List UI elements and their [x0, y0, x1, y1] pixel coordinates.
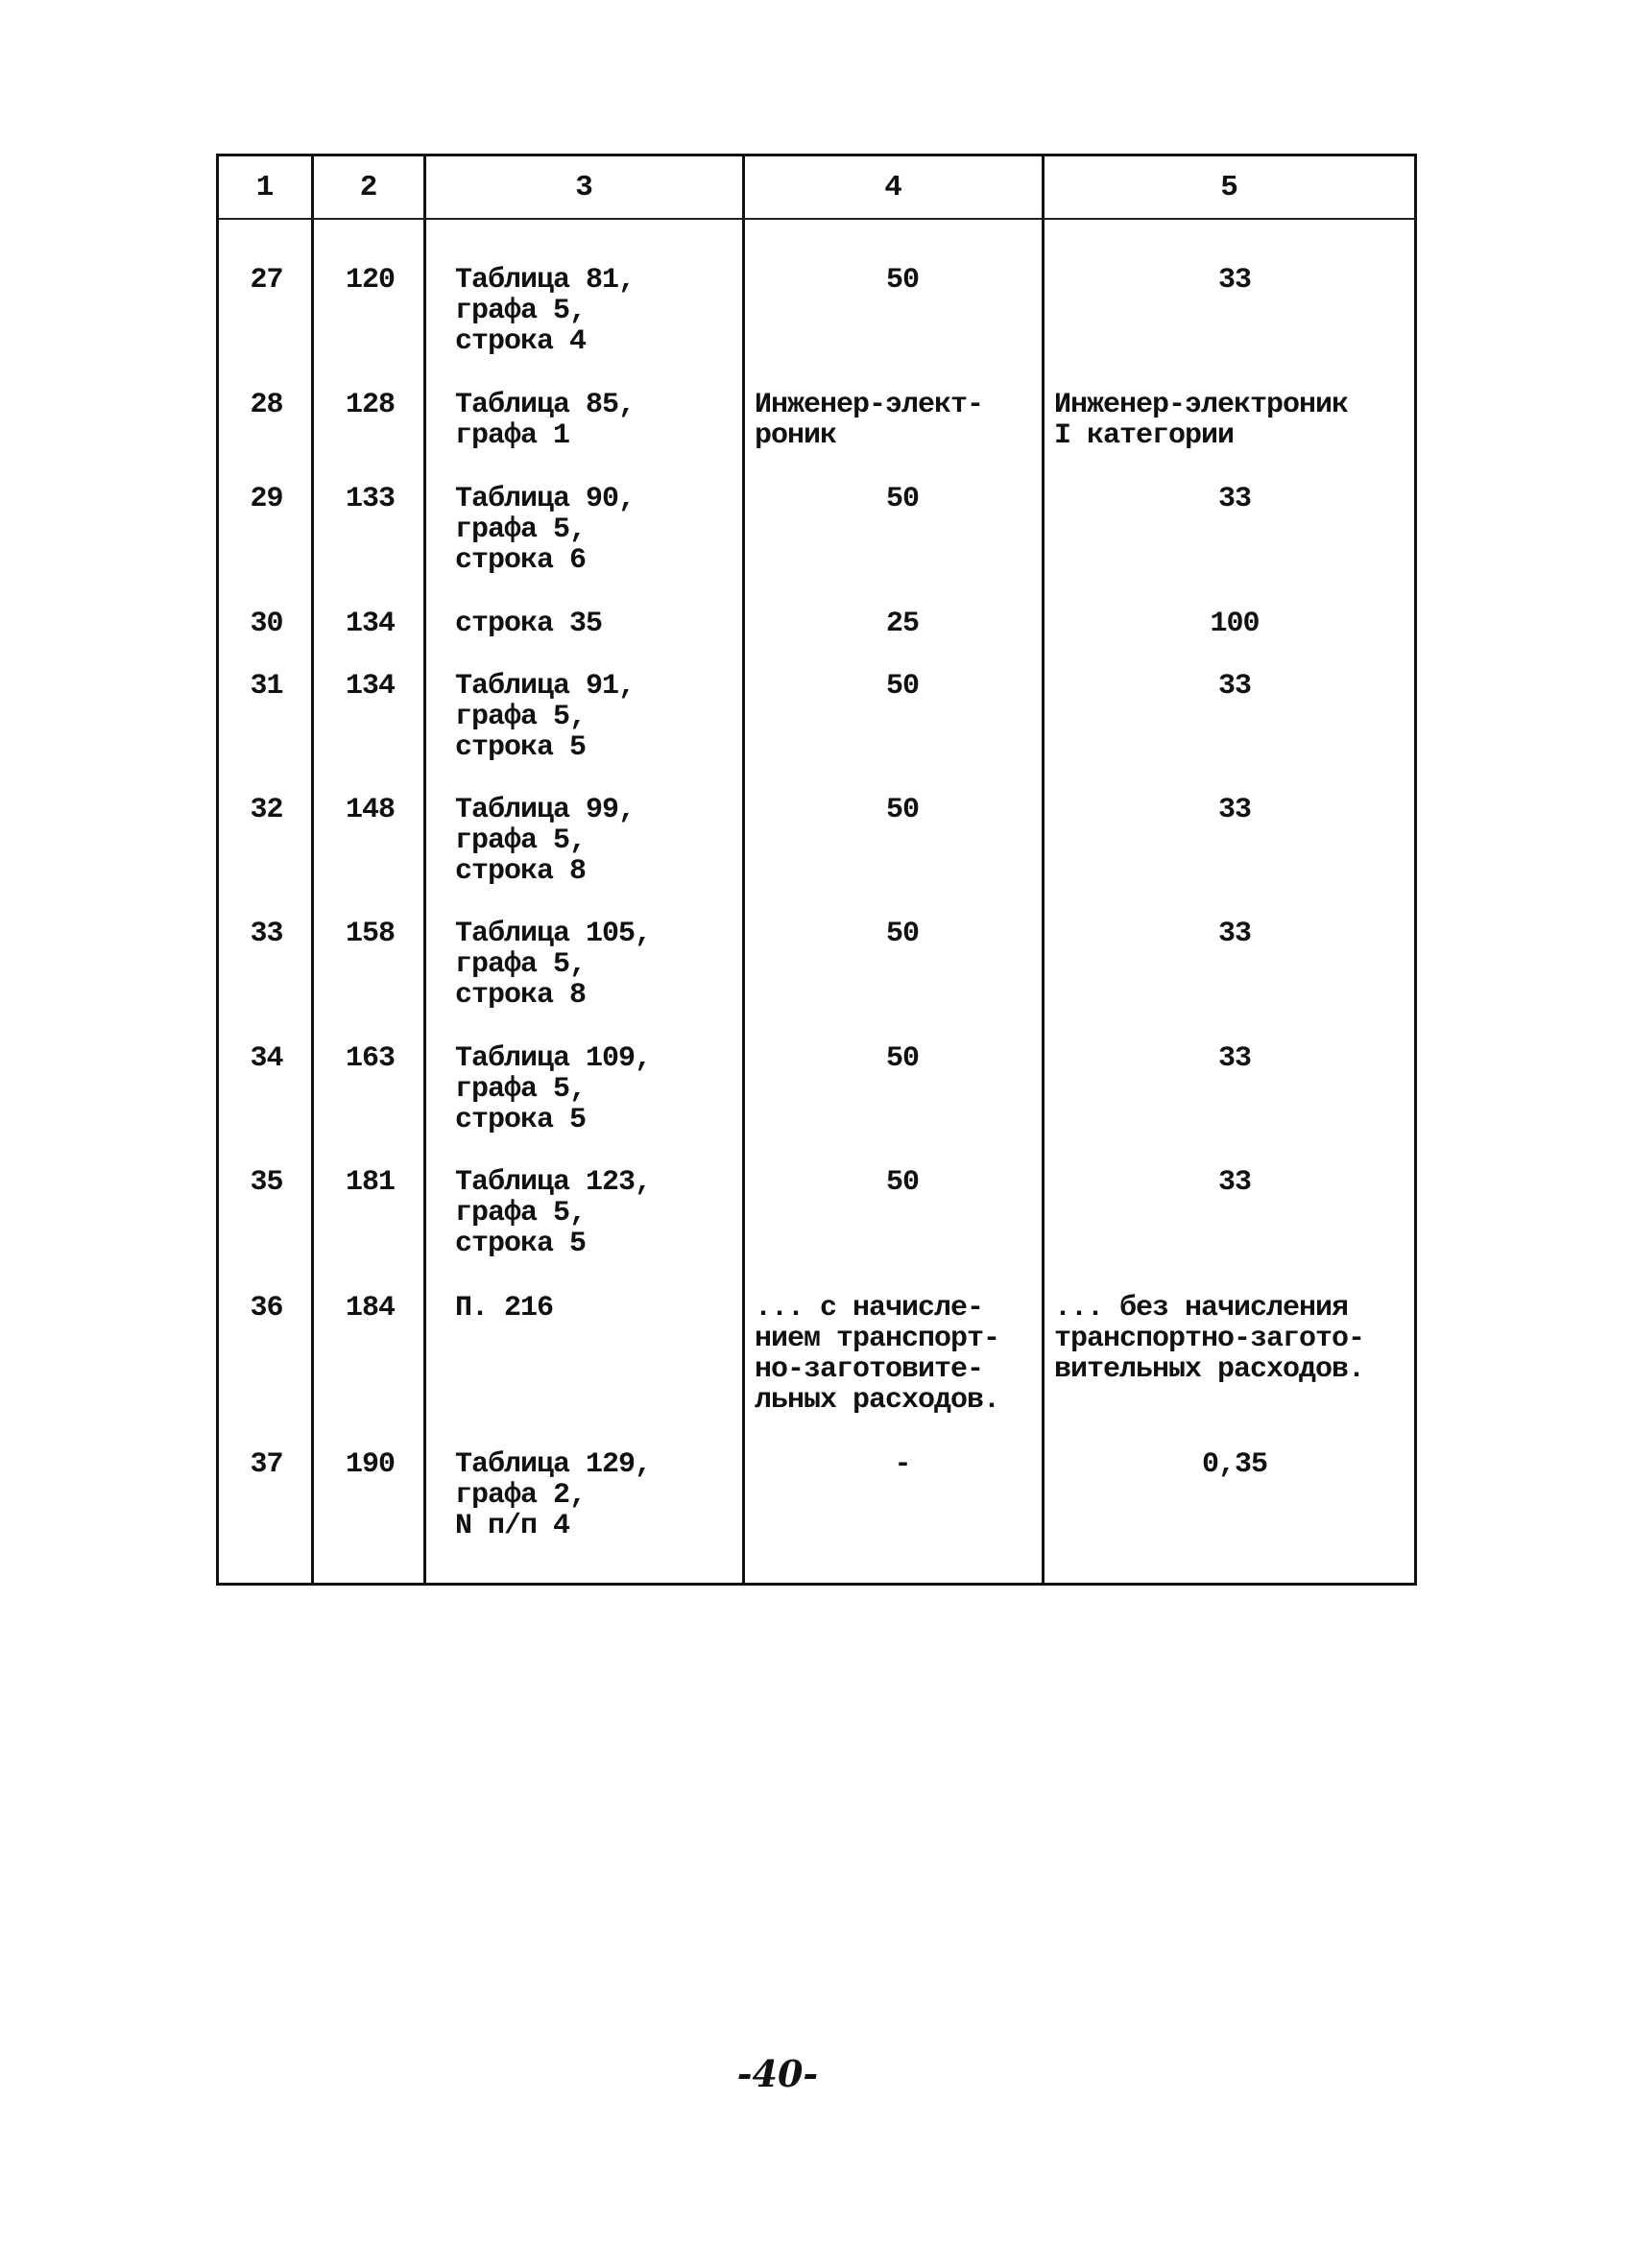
cell-c4: Инженер-элект- роник: [755, 389, 984, 452]
header-divider: [219, 218, 1414, 220]
cell-c1: 27: [250, 264, 283, 297]
cell-c4: 50: [885, 1042, 920, 1075]
cell-c4: -: [894, 1448, 911, 1481]
cell-c3: Таблица 91, графа 5, строка 5: [455, 670, 636, 764]
table-row: 37 190 Таблица 129, графа 2, N п/п 4 - 0,35: [219, 1449, 1414, 1564]
cell-c2: 134: [345, 670, 396, 703]
cell-c3: Таблица 90, графа 5, строка 6: [455, 483, 636, 577]
cell-c1: 31: [250, 670, 283, 703]
cell-c3: Таблица 99, графа 5, строка 8: [455, 794, 636, 888]
cell-c2: 120: [345, 264, 396, 297]
cell-c4: 25: [885, 608, 920, 640]
cell-c5: 33: [1217, 483, 1252, 515]
cell-c5: 33: [1217, 1166, 1252, 1199]
table-body: 27 120 Таблица 81, графа 5, строка 4 50 33 28…: [219, 265, 1414, 1564]
cell-c3: Таблица 81, графа 5, строка 4: [455, 264, 636, 358]
cell-c1: 36: [250, 1292, 283, 1325]
cell-c1: 33: [250, 918, 283, 950]
cell-c1: 32: [250, 794, 283, 826]
data-table: 1 2 3 4 5 27 120 Таблица 81, графа 5, стро…: [216, 154, 1417, 1586]
cell-c4: 50: [885, 670, 920, 703]
cell-c5: Инженер-электроник I категории: [1054, 389, 1349, 452]
cell-c4: 50: [885, 1166, 920, 1199]
table-row: 32 148 Таблица 99, графа 5, строка 8 50 33: [219, 795, 1414, 919]
cell-c2: 184: [345, 1292, 396, 1325]
cell-c5: 33: [1217, 794, 1252, 826]
table-row: 31 134 Таблица 91, графа 5, строка 5 50 33: [219, 671, 1414, 795]
cell-c2: 158: [345, 918, 396, 950]
cell-c2: 128: [345, 389, 396, 421]
cell-c1: 34: [250, 1042, 283, 1075]
column-divider: [742, 156, 745, 1583]
header-col-4: 4: [884, 170, 902, 204]
column-divider: [1042, 156, 1045, 1583]
header-col-2: 2: [359, 170, 378, 204]
cell-c2: 190: [345, 1448, 396, 1481]
cell-c4: 50: [885, 918, 920, 950]
cell-c1: 35: [250, 1166, 283, 1199]
cell-c5: ... без начисления транспортно-загото- в…: [1054, 1292, 1365, 1386]
page-number: -40-: [736, 2052, 819, 2095]
cell-c4: 50: [885, 264, 920, 297]
header-col-1: 1: [255, 170, 275, 204]
cell-c5: 100: [1210, 608, 1260, 640]
cell-c3: П. 216: [455, 1292, 554, 1325]
table-row: 35 181 Таблица 123, графа 5, строка 5 50 33: [219, 1167, 1414, 1293]
cell-c3: Таблица 109, графа 5, строка 5: [455, 1042, 652, 1136]
cell-c2: 133: [345, 483, 396, 515]
table-row: 36 184 П. 216 ... с начисле- нием транспорт…: [219, 1293, 1414, 1449]
cell-c4: 50: [885, 483, 920, 515]
cell-c2: 134: [345, 608, 396, 640]
cell-c5: 0,35: [1201, 1448, 1268, 1481]
cell-c5: 33: [1217, 670, 1252, 703]
header-col-5: 5: [1220, 170, 1238, 204]
column-divider: [311, 156, 314, 1583]
cell-c5: 33: [1217, 1042, 1252, 1075]
cell-c1: 28: [250, 389, 283, 421]
cell-c4: ... с начисле- нием транспорт- но-загото…: [755, 1292, 1000, 1417]
cell-c5: 33: [1217, 918, 1252, 950]
cell-c3: Таблица 129, графа 2, N п/п 4: [455, 1448, 652, 1542]
header-col-3: 3: [575, 170, 593, 204]
cell-c3: Таблица 105, графа 5, строка 8: [455, 918, 652, 1012]
cell-c1: 30: [250, 608, 283, 640]
table-row: 27 120 Таблица 81, графа 5, строка 4 50 33: [219, 265, 1414, 390]
cell-c5: 33: [1217, 264, 1252, 297]
table-row: 34 163 Таблица 109, графа 5, строка 5 50 33: [219, 1043, 1414, 1167]
cell-c3: Таблица 123, графа 5, строка 5: [455, 1166, 652, 1260]
cell-c2: 148: [345, 794, 396, 826]
cell-c3: Таблица 85, графа 1: [455, 389, 636, 452]
cell-c1: 37: [250, 1448, 283, 1481]
table-row: 30 134 строка 35 25 100: [219, 609, 1414, 671]
table-row: 29 133 Таблица 90, графа 5, строка 6 50 33: [219, 484, 1414, 609]
cell-c2: 181: [345, 1166, 396, 1199]
cell-c2: 163: [345, 1042, 396, 1075]
cell-c3: строка 35: [455, 608, 603, 640]
cell-c4: 50: [885, 794, 920, 826]
cell-c1: 29: [250, 483, 283, 515]
table-row: 28 128 Таблица 85, графа 1 Инженер-элект- р…: [219, 390, 1414, 484]
table-row: 33 158 Таблица 105, графа 5, строка 8 50 33: [219, 919, 1414, 1043]
column-divider: [423, 156, 426, 1583]
